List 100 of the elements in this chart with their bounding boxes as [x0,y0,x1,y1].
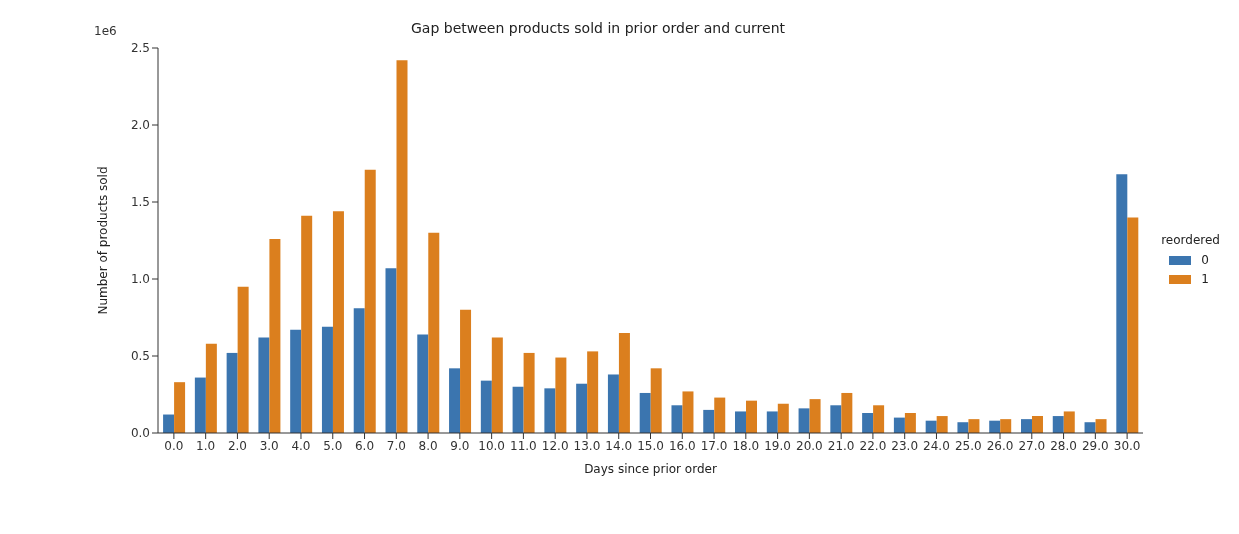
x-tick-label: 30.0 [1113,438,1141,453]
bar [671,405,683,433]
legend-label: 1 [1201,272,1209,286]
y-tick-label: 2.0 [130,118,150,133]
bar [873,405,885,433]
text: 1e6 [94,24,117,38]
bar [353,308,365,433]
legend-title: reordered [1161,233,1220,247]
x-tick-label: 9.0 [450,438,470,453]
x-tick-label: 22.0 [859,438,887,453]
bar [576,383,588,433]
bar [460,309,472,433]
x-tick-label: 12.0 [541,438,569,453]
bar [618,332,630,433]
bar [746,400,758,433]
bar [777,403,789,433]
bar [714,397,726,433]
bar [587,351,599,433]
bar [904,412,916,433]
bar [1084,422,1096,433]
y-axis-title: Number of products sold [96,166,111,315]
bar [332,211,344,433]
bar [449,368,461,433]
bar [650,368,662,433]
bar [968,419,980,433]
y-tick-label: 0.0 [130,426,150,441]
x-tick-label: 21.0 [827,438,855,453]
bar [226,352,238,433]
y-tick-label: 1.0 [130,272,150,287]
x-tick-label: 28.0 [1050,438,1077,453]
bar [1116,174,1128,433]
x-tick-label: 6.0 [354,438,375,453]
x-axis-title: Days since prior order [584,462,717,476]
bar [417,334,429,433]
x-tick-label: 10.0 [478,438,505,453]
bar [544,388,556,433]
bar [163,414,175,433]
x-tick-label: 11.0 [510,438,537,453]
bar [766,411,778,433]
bar [703,409,715,433]
bar [1127,217,1139,433]
x-tick-label: 8.0 [418,438,438,453]
x-tick-label: 26.0 [986,438,1014,453]
bar [1000,419,1012,433]
bar [396,60,408,433]
chart-title: Gap between products sold in prior order and current [410,20,786,36]
x-tick-label: 18.0 [732,438,760,453]
bar [862,412,874,433]
bar [1020,419,1032,433]
bar [174,382,186,433]
bar [480,380,492,433]
x-tick-label: 1.0 [196,438,216,453]
x-tick-label: 4.0 [291,438,311,453]
bar [607,374,619,433]
x-tick-label: 19.0 [764,438,791,453]
bar [841,392,853,433]
bar [385,268,397,433]
x-tick-label: 14.0 [605,438,633,453]
x-tick-label: 7.0 [386,438,406,453]
x-tick-label: 20.0 [796,438,823,453]
bar [1031,416,1043,433]
bar [301,215,313,433]
x-tick-label: 24.0 [923,438,950,453]
bar [893,417,905,433]
bar [830,405,842,433]
x-tick-label: 5.0 [323,438,343,453]
x-tick-label: 25.0 [954,438,982,453]
bar [269,238,281,433]
bar [1052,416,1064,433]
bar [491,337,503,433]
bar [798,408,810,433]
x-tick-label: 13.0 [573,438,601,453]
bar [735,411,747,433]
bar [258,337,270,433]
bar [364,169,376,433]
bar [523,352,535,433]
x-tick-label: 0.0 [164,438,184,453]
bar [512,386,524,433]
bar [1095,419,1107,433]
y-tick-label: 2.5 [130,41,150,56]
y-tick-label: 0.5 [130,349,150,364]
bar [555,357,567,433]
legend-label: 0 [1201,253,1209,267]
bar [639,392,651,433]
bar [682,391,694,433]
bar [290,329,302,433]
bar [809,399,821,433]
bar [205,343,217,433]
x-tick-label: 2.0 [227,438,247,453]
bar [194,377,206,433]
x-tick-label: 23.0 [891,438,919,453]
bar [1063,411,1075,433]
x-tick-label: 29.0 [1081,438,1109,453]
x-tick-label: 17.0 [700,438,728,453]
x-tick-label: 16.0 [668,438,696,453]
bar [957,422,969,433]
x-tick-label: 27.0 [1018,438,1046,453]
x-tick-label: 15.0 [637,438,664,453]
bar [237,286,249,433]
y-tick-label: 1.5 [130,195,150,210]
